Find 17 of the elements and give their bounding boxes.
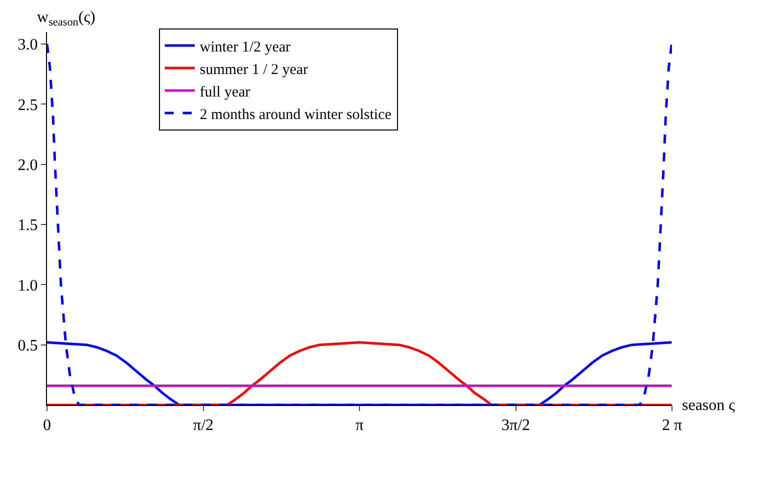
legend-label: summer 1 / 2 year <box>200 62 308 78</box>
y-axis-title: w$_{season}$(ς) <box>37 9 96 28</box>
y-tick-label: 3.0 <box>18 36 38 54</box>
legend-label: winter 1/2 year <box>200 39 291 56</box>
x-tick-label: π/2 <box>192 417 214 434</box>
legend-label: 2 months around winter solstice <box>200 106 392 123</box>
y-tick-label: 2.0 <box>18 156 38 174</box>
x-tick-label: 3π/2 <box>501 417 530 434</box>
x-tick-label: 2 π <box>662 417 682 434</box>
x-tick-label: π <box>355 417 364 434</box>
x-axis-title: season ς <box>682 397 736 414</box>
y-tick-label: 1.5 <box>18 217 38 234</box>
legend-label: full year <box>200 84 250 100</box>
y-tick-label: 0.5 <box>18 337 38 354</box>
x-tick-label: 0 <box>43 417 51 434</box>
y-tick-label: 2.5 <box>18 96 38 114</box>
y-tick-label: 1.0 <box>18 277 38 294</box>
